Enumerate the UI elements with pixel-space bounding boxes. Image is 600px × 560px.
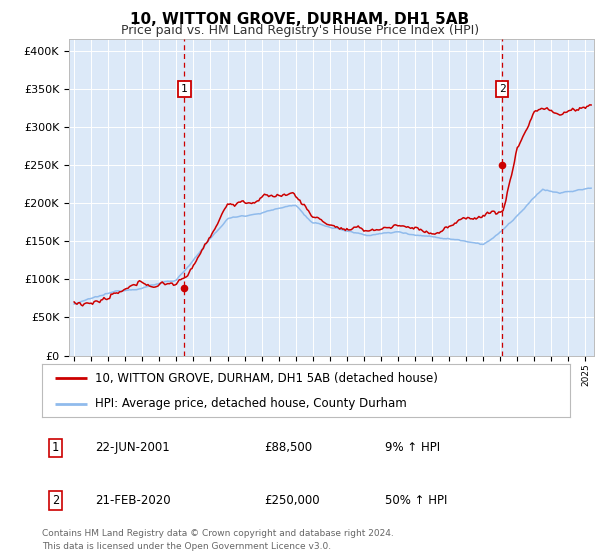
Text: 22-JUN-2001: 22-JUN-2001 (95, 441, 170, 455)
Text: Contains HM Land Registry data © Crown copyright and database right 2024.: Contains HM Land Registry data © Crown c… (42, 529, 394, 538)
Text: HPI: Average price, detached house, County Durham: HPI: Average price, detached house, Coun… (95, 398, 407, 410)
Text: 21-FEB-2020: 21-FEB-2020 (95, 494, 170, 507)
Text: 10, WITTON GROVE, DURHAM, DH1 5AB (detached house): 10, WITTON GROVE, DURHAM, DH1 5AB (detac… (95, 372, 437, 385)
Text: 2: 2 (52, 494, 59, 507)
Text: 50% ↑ HPI: 50% ↑ HPI (385, 494, 448, 507)
Text: 1: 1 (181, 84, 188, 94)
Text: £250,000: £250,000 (264, 494, 319, 507)
Text: Price paid vs. HM Land Registry's House Price Index (HPI): Price paid vs. HM Land Registry's House … (121, 24, 479, 36)
Text: This data is licensed under the Open Government Licence v3.0.: This data is licensed under the Open Gov… (42, 542, 331, 550)
Text: 9% ↑ HPI: 9% ↑ HPI (385, 441, 440, 455)
Text: £88,500: £88,500 (264, 441, 312, 455)
Text: 2: 2 (499, 84, 506, 94)
Text: 1: 1 (52, 441, 59, 455)
Text: 10, WITTON GROVE, DURHAM, DH1 5AB: 10, WITTON GROVE, DURHAM, DH1 5AB (130, 12, 470, 27)
